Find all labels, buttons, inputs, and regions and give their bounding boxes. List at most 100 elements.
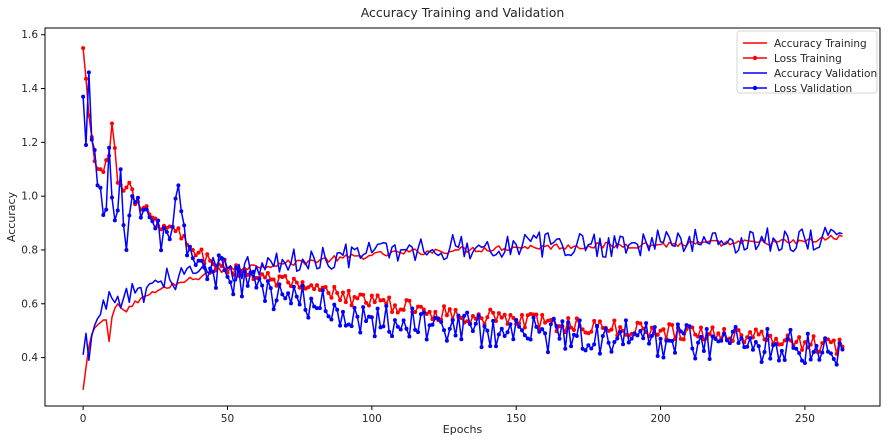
- data-point: [101, 169, 106, 174]
- data-point: [413, 310, 418, 315]
- data-point: [286, 280, 291, 285]
- data-point: [320, 288, 325, 293]
- y-tick-label: 1.4: [21, 83, 38, 95]
- data-point: [98, 185, 103, 190]
- data-point: [92, 148, 97, 153]
- data-point: [211, 269, 216, 274]
- data-point: [251, 269, 256, 274]
- data-point: [442, 328, 447, 333]
- data-point: [678, 329, 683, 334]
- data-point: [753, 340, 758, 345]
- data-point: [268, 286, 273, 291]
- data-point: [661, 327, 666, 332]
- data-point: [430, 322, 435, 327]
- data-point: [698, 334, 703, 339]
- data-point: [545, 350, 550, 355]
- data-point: [621, 342, 626, 347]
- data-point: [300, 283, 305, 288]
- data-point: [410, 306, 415, 311]
- data-point: [779, 348, 784, 353]
- data-point: [263, 298, 268, 303]
- data-point: [260, 283, 265, 288]
- data-point: [528, 337, 533, 342]
- data-point: [395, 310, 400, 315]
- data-point: [196, 250, 201, 255]
- data-point: [323, 284, 328, 289]
- data-point: [531, 312, 536, 317]
- data-point: [95, 183, 100, 188]
- data-point: [222, 268, 227, 273]
- data-point: [199, 247, 204, 252]
- data-point: [228, 280, 233, 285]
- data-point: [202, 265, 207, 270]
- y-tick-label: 0.4: [21, 352, 38, 364]
- data-point: [361, 305, 366, 310]
- data-point: [358, 330, 363, 335]
- data-point: [719, 338, 724, 343]
- data-point: [675, 322, 680, 327]
- data-point: [473, 321, 478, 326]
- data-point: [502, 312, 507, 317]
- data-point: [190, 248, 195, 253]
- data-point: [583, 348, 588, 353]
- data-point: [112, 218, 117, 223]
- x-tick-label: 150: [506, 413, 526, 425]
- data-point: [722, 326, 727, 331]
- data-point: [112, 145, 117, 150]
- data-point: [748, 330, 753, 335]
- data-point: [470, 329, 475, 334]
- data-point: [150, 219, 155, 224]
- data-point: [109, 121, 114, 126]
- data-point: [277, 282, 282, 287]
- data-point: [592, 342, 597, 347]
- series-layer: [81, 46, 845, 390]
- data-point: [364, 300, 369, 305]
- data-point: [774, 336, 779, 341]
- data-point: [696, 334, 701, 339]
- data-point: [713, 336, 718, 341]
- data-point: [185, 253, 190, 258]
- data-point: [600, 334, 605, 339]
- data-point: [710, 325, 715, 330]
- data-point: [577, 318, 582, 323]
- data-point: [537, 329, 542, 334]
- data-point: [413, 327, 418, 332]
- series-loss-validation: [81, 70, 845, 367]
- data-point: [291, 284, 296, 289]
- data-point: [176, 183, 181, 188]
- data-point: [104, 207, 109, 212]
- data-point: [519, 313, 524, 318]
- data-point: [540, 313, 545, 318]
- data-point: [762, 349, 767, 354]
- data-point: [722, 331, 727, 336]
- data-point: [540, 327, 545, 332]
- data-point: [748, 336, 753, 341]
- data-point: [326, 314, 331, 319]
- data-point: [785, 337, 790, 342]
- data-point: [534, 324, 539, 329]
- data-point: [560, 319, 565, 324]
- data-point: [618, 325, 623, 330]
- data-point: [433, 309, 438, 314]
- data-point: [739, 336, 744, 341]
- data-point: [436, 316, 441, 321]
- data-point: [586, 343, 591, 348]
- data-point: [401, 307, 406, 312]
- data-point: [580, 327, 585, 332]
- data-point: [283, 296, 288, 301]
- data-point: [745, 344, 750, 349]
- data-point: [736, 341, 741, 346]
- data-point: [245, 283, 250, 288]
- data-point: [254, 285, 259, 290]
- data-point: [574, 316, 579, 321]
- data-point: [332, 302, 337, 307]
- data-point: [505, 321, 510, 326]
- data-point: [479, 316, 484, 321]
- data-point: [199, 258, 204, 263]
- legend-items: Accuracy Training Loss Training Accuracy V…: [743, 38, 877, 95]
- data-point: [756, 344, 761, 349]
- data-point: [522, 333, 527, 338]
- data-point: [193, 253, 198, 258]
- data-point: [817, 357, 822, 362]
